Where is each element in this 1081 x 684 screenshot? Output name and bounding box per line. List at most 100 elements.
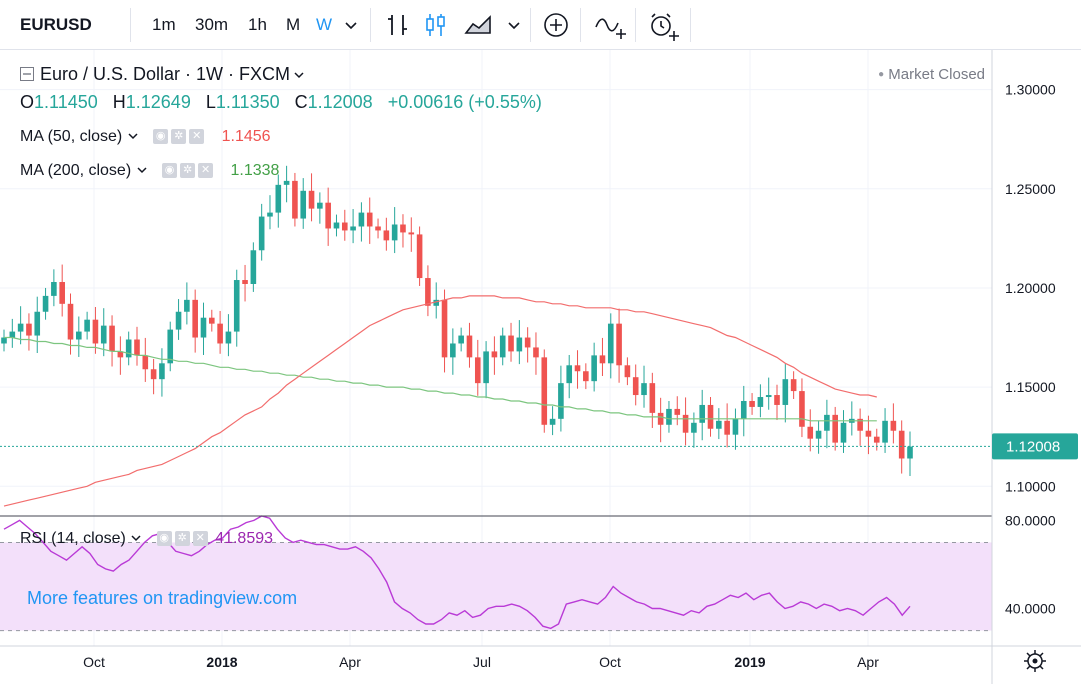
candle-body	[682, 414, 689, 433]
time-tick-label: 2019	[734, 654, 765, 670]
symbol-search-button[interactable]: EURUSD	[20, 15, 92, 34]
ma200-line	[4, 336, 877, 422]
price-tick-label: 1.15000	[1005, 379, 1056, 395]
candle-body	[508, 335, 514, 352]
candle-body	[100, 325, 107, 344]
candle-body	[325, 202, 331, 229]
candle-body	[541, 357, 548, 425]
eye-icon[interactable]: ◉	[153, 129, 169, 145]
alarm-clock-icon[interactable]	[645, 9, 681, 41]
candle-body	[117, 351, 124, 358]
candle-body	[666, 408, 672, 425]
ma50-controls: ◉ ✲ ✕	[153, 128, 207, 146]
collapse-legend-icon[interactable]	[20, 67, 34, 81]
candle-body	[832, 414, 838, 443]
gear-icon[interactable]: ✲	[180, 163, 196, 179]
candle-body	[591, 355, 597, 382]
candle-body	[217, 323, 223, 344]
chevron-down-icon[interactable]	[343, 9, 359, 41]
candle-body	[42, 295, 49, 312]
area-chart-style-icon[interactable]	[462, 9, 494, 41]
candle-body	[757, 397, 764, 407]
candle-body	[740, 400, 747, 419]
interval-30m-button[interactable]: 30m	[195, 15, 229, 34]
add-indicator-icon[interactable]	[540, 9, 572, 41]
ma200-value: 1.1338	[230, 162, 280, 180]
candle-body	[208, 317, 215, 324]
candle-body	[400, 224, 406, 233]
interval-1m-button[interactable]: 1m	[152, 15, 176, 34]
rsi-legend[interactable]: RSI (14, close) ◉ ✲ ✕ 41.8593	[20, 530, 273, 548]
candle-body	[167, 329, 174, 364]
candle-body	[699, 404, 706, 423]
candle-body	[657, 412, 664, 425]
candle-body	[524, 337, 531, 348]
candle-body	[599, 355, 606, 364]
candle-body	[815, 430, 822, 439]
candle-body	[716, 420, 722, 429]
interval-w-button[interactable]: W	[316, 15, 333, 34]
candle-body	[624, 365, 631, 378]
candle-body	[51, 282, 57, 296]
candle-chart-style-icon[interactable]	[420, 9, 452, 41]
bar-chart-style-icon[interactable]	[382, 9, 414, 41]
compare-symbol-icon[interactable]	[593, 9, 629, 41]
candle-body	[549, 418, 556, 425]
candle-body	[34, 311, 41, 336]
eye-icon[interactable]: ◉	[162, 163, 178, 179]
low-value: 1.11350	[215, 92, 280, 112]
candle-body	[433, 299, 440, 306]
ma200-legend[interactable]: MA (200, close) ◉ ✲ ✕ 1.1338	[20, 162, 279, 180]
rsi-axis-labels: 80.0000 40.0000	[1005, 512, 1056, 616]
ma200-controls: ◉ ✲ ✕	[162, 162, 216, 180]
candle-body	[649, 383, 656, 413]
close-label: C	[294, 92, 308, 112]
candle-body	[159, 363, 165, 380]
candle-body	[799, 391, 805, 427]
close-icon[interactable]: ✕	[189, 129, 205, 145]
chevron-down-icon[interactable]	[130, 533, 142, 543]
open-value: 1.11450	[34, 92, 98, 112]
candle-body	[865, 430, 872, 437]
gear-icon[interactable]: ✲	[171, 129, 187, 145]
candle-body	[225, 331, 232, 344]
candle-body	[192, 299, 198, 338]
chart-title[interactable]: Euro / U.S. Dollar · 1W · FXCM	[20, 64, 305, 85]
last-price-tag-text: 1.12008	[1006, 438, 1060, 455]
candle-body	[267, 212, 273, 217]
market-status-text: Market Closed	[888, 66, 985, 83]
candle-body	[441, 299, 448, 358]
time-axis-labels: Oct 2018 Apr Jul Oct 2019 Apr	[83, 654, 879, 670]
candle-body	[366, 212, 373, 227]
eye-icon[interactable]: ◉	[156, 531, 172, 547]
ohlc-values: O1.11450 H1.12649 L1.11350 C1.12008 +0.0…	[20, 92, 542, 113]
tradingview-watermark[interactable]: More features on tradingview.com	[27, 588, 298, 608]
candle-body	[674, 408, 681, 415]
chevron-down-icon[interactable]	[136, 165, 148, 175]
chevron-down-icon[interactable]	[506, 9, 522, 41]
chevron-down-icon[interactable]	[127, 131, 139, 141]
candle-body	[26, 323, 32, 336]
chevron-down-icon[interactable]	[293, 70, 305, 80]
ma200-label: MA (200, close)	[20, 162, 132, 180]
candle-body	[9, 331, 16, 338]
status-dot-icon: ●	[878, 69, 885, 80]
interval-1h-button[interactable]: 1h	[248, 15, 267, 34]
close-icon[interactable]: ✕	[198, 163, 214, 179]
close-value: 1.12008	[307, 92, 373, 112]
candle-body	[749, 400, 755, 407]
time-tick-label: 2018	[206, 654, 237, 670]
candle-body	[383, 230, 390, 241]
settings-gear-icon[interactable]	[1024, 650, 1046, 672]
ma50-legend[interactable]: MA (50, close) ◉ ✲ ✕ 1.1456	[20, 128, 271, 146]
candle-body	[533, 347, 539, 358]
candle-body	[250, 250, 257, 284]
candle-body	[873, 436, 880, 443]
candle-body	[109, 325, 115, 352]
candle-body	[574, 365, 581, 372]
close-icon[interactable]: ✕	[192, 531, 208, 547]
gear-icon[interactable]: ✲	[174, 531, 190, 547]
interval-m-button[interactable]: M	[286, 15, 301, 34]
candle-body	[882, 420, 888, 443]
